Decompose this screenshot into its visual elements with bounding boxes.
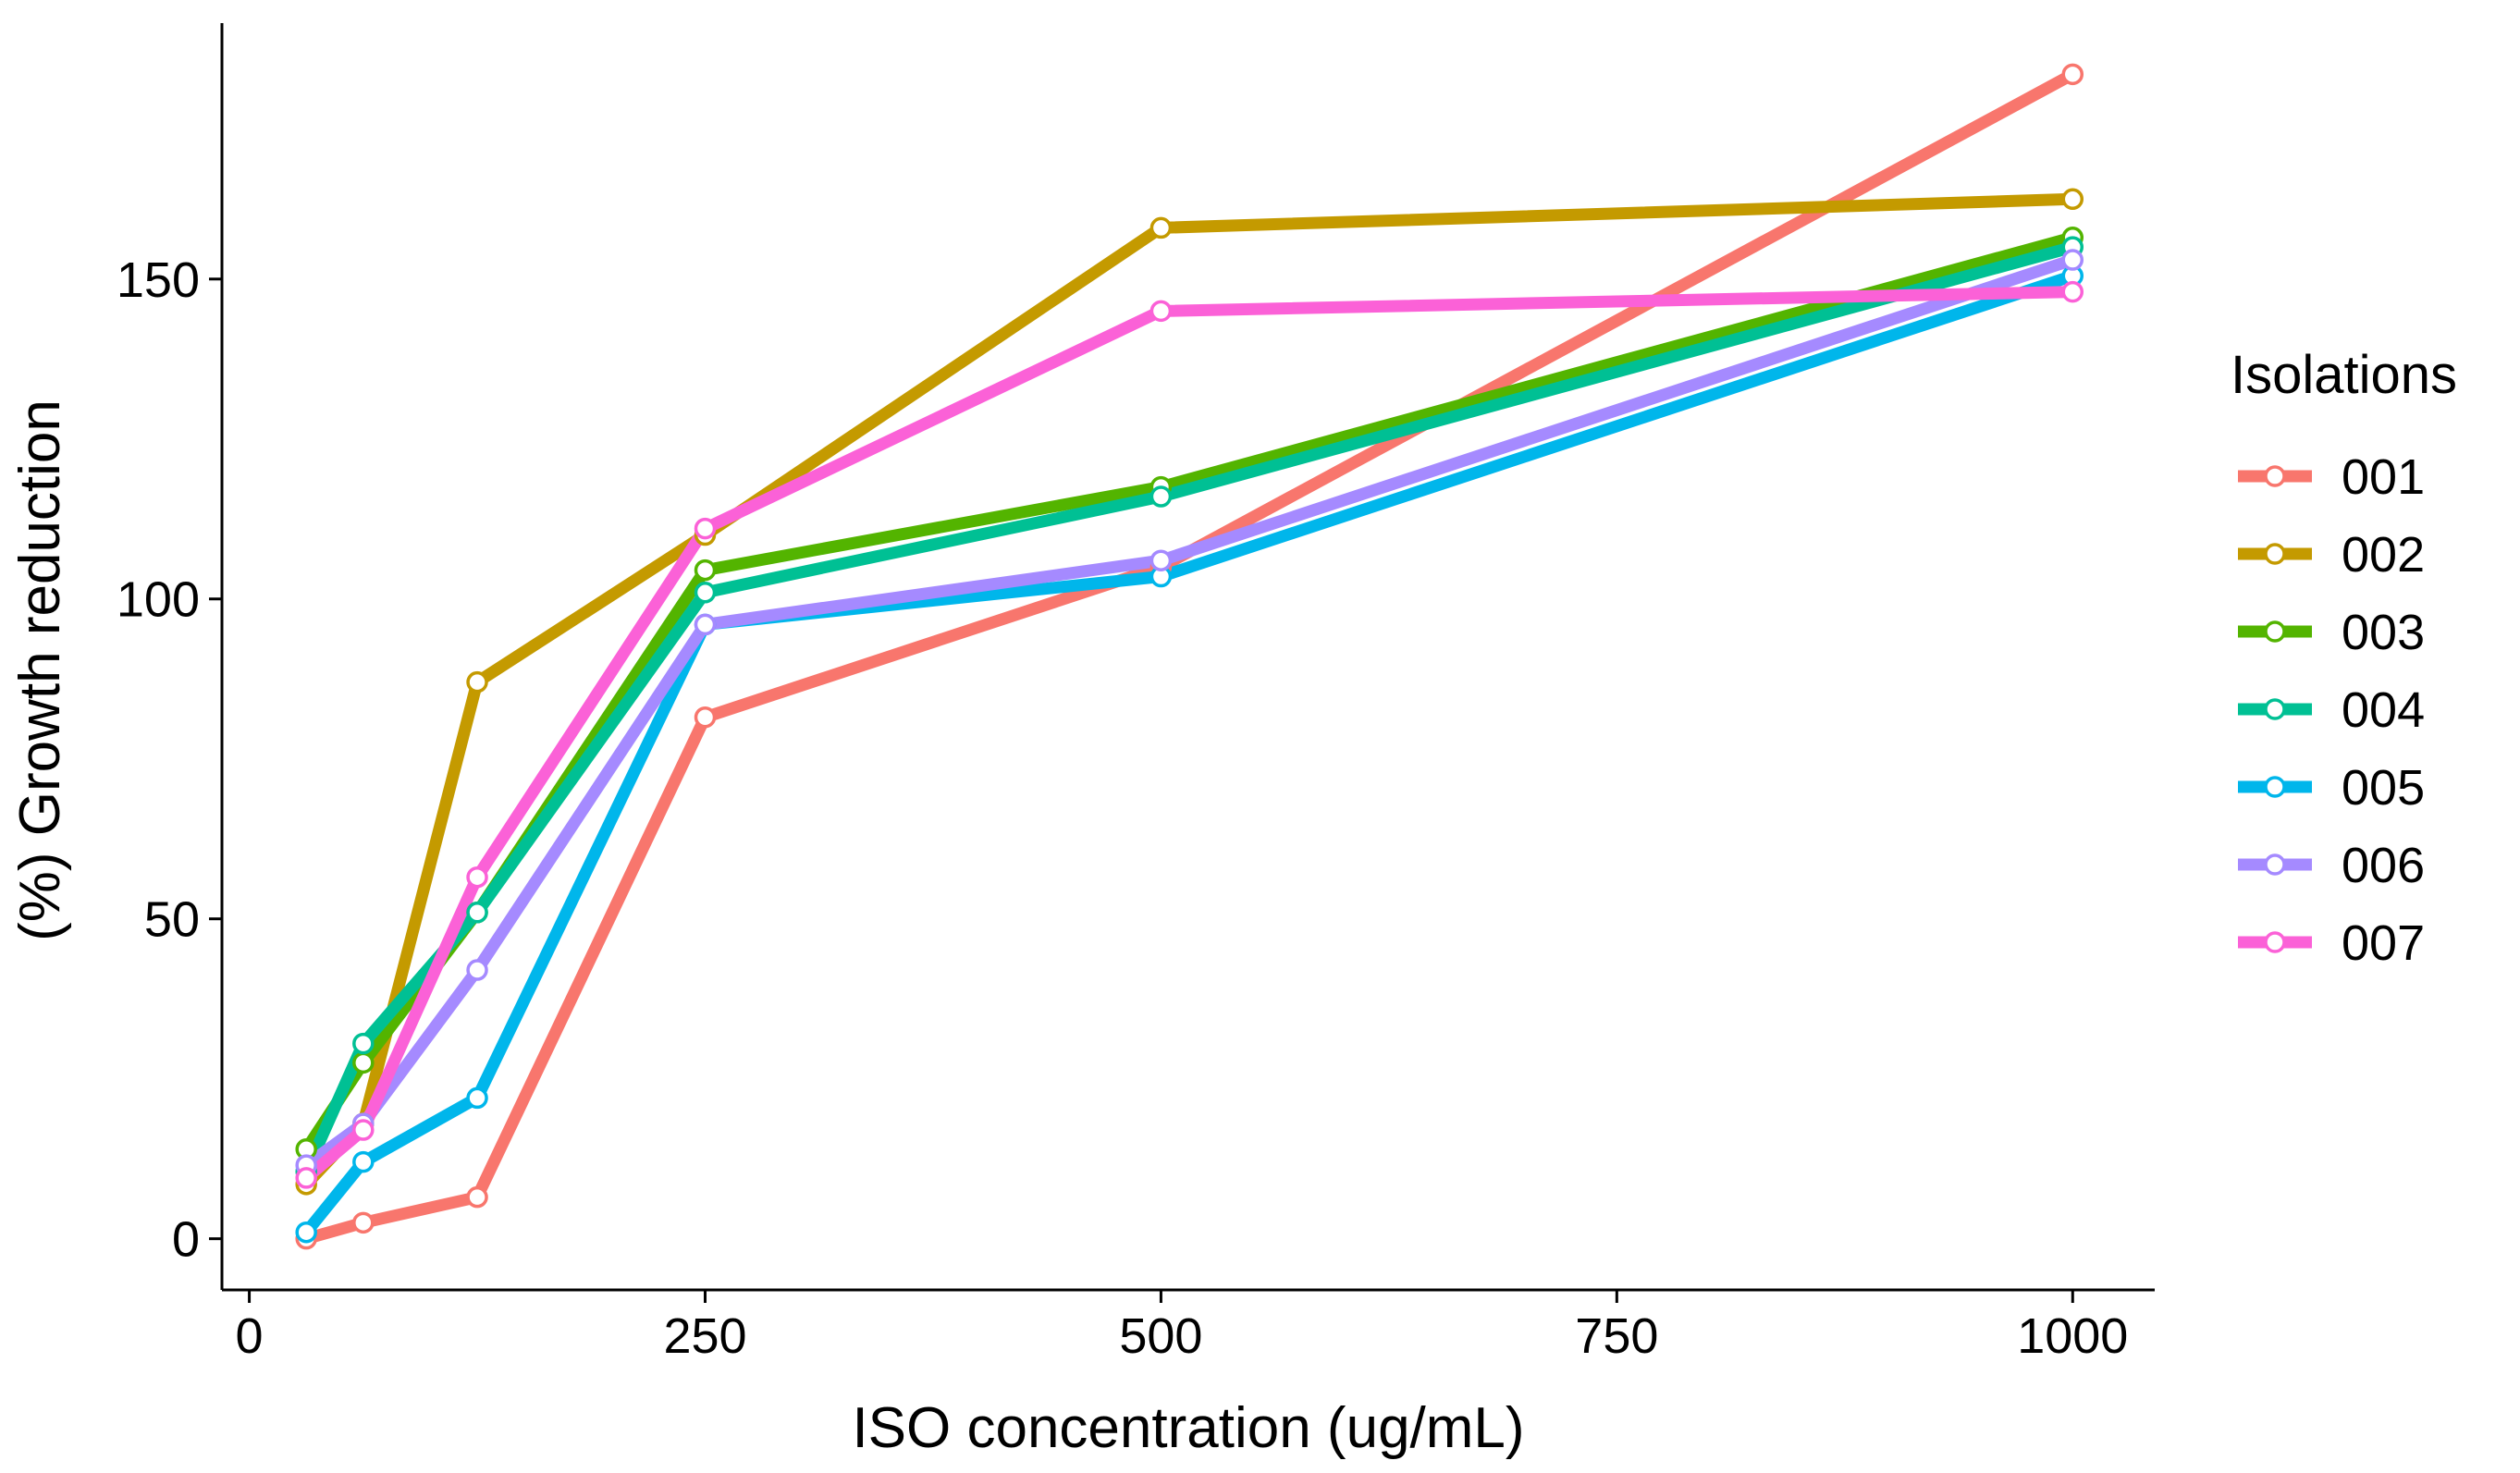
data-point-004 xyxy=(694,582,717,604)
legend-key-point xyxy=(2264,931,2286,953)
series-line-001 xyxy=(300,68,2079,1246)
data-point-006 xyxy=(694,613,717,636)
legend-label: 006 xyxy=(2342,838,2425,893)
data-point-001 xyxy=(466,1185,488,1209)
y-tick-label: 0 xyxy=(172,1212,200,1268)
data-point-006 xyxy=(2061,249,2084,271)
data-point-001 xyxy=(694,706,717,729)
x-tick-label: 0 xyxy=(236,1308,264,1364)
legend-item-001: 001 xyxy=(2238,449,2425,505)
x-ticks: 0 250 500 750 1000 xyxy=(236,1290,2128,1364)
y-tick-label: 50 xyxy=(144,892,200,948)
legend-key-point xyxy=(2264,853,2286,876)
x-tick-label: 500 xyxy=(1119,1308,1202,1364)
y-ticks: 0 50 100 150 xyxy=(117,252,222,1268)
data-point-007 xyxy=(352,1119,375,1141)
legend-label: 002 xyxy=(2342,527,2425,583)
legend-item-007: 007 xyxy=(2238,915,2425,971)
data-point-002 xyxy=(1149,216,1173,239)
data-point-005 xyxy=(466,1086,488,1110)
y-tick-label: 100 xyxy=(117,572,200,628)
legend-label: 007 xyxy=(2342,915,2425,971)
legend-key-point xyxy=(2264,620,2286,643)
legend-key-point xyxy=(2264,776,2286,798)
axes xyxy=(220,23,2155,1292)
legend-label: 005 xyxy=(2342,760,2425,816)
data-point-007 xyxy=(295,1167,317,1189)
data-point-007 xyxy=(694,517,717,540)
legend-item-002: 002 xyxy=(2238,527,2425,583)
data-point-007 xyxy=(1149,300,1173,323)
legend-item-004: 004 xyxy=(2238,682,2425,738)
series-line-007 xyxy=(300,286,2079,1185)
legend-key-point xyxy=(2264,543,2286,565)
data-point-003 xyxy=(352,1051,375,1074)
y-axis-title: (%) Growth reduction xyxy=(8,399,72,941)
data-point-002 xyxy=(2061,188,2084,211)
data-point-007 xyxy=(2061,280,2084,303)
y-tick-label: 150 xyxy=(117,252,200,308)
legend-key-point xyxy=(2264,465,2286,487)
series-points xyxy=(295,63,2084,1250)
legend-items: 001 002 003 004 005 006 007 xyxy=(2238,449,2425,971)
legend: Isolations 001 002 003 004 005 006 007 xyxy=(2231,345,2457,971)
series-line-006 xyxy=(300,253,2079,1172)
series-line-005 xyxy=(300,269,2079,1239)
legend-item-003: 003 xyxy=(2238,605,2425,660)
legend-label: 004 xyxy=(2342,682,2425,738)
x-tick-label: 250 xyxy=(663,1308,746,1364)
data-point-003 xyxy=(694,559,717,582)
series-line-004 xyxy=(300,240,2079,1178)
x-tick-label: 1000 xyxy=(2017,1308,2128,1364)
data-point-005 xyxy=(295,1221,317,1244)
data-point-004 xyxy=(352,1032,375,1055)
x-axis-title: ISO concentration (ug/mL) xyxy=(852,1396,1524,1460)
legend-label: 003 xyxy=(2342,605,2425,660)
data-point-006 xyxy=(466,959,488,981)
data-point-004 xyxy=(1149,485,1173,508)
data-point-005 xyxy=(352,1150,375,1173)
data-point-007 xyxy=(466,865,488,889)
data-point-006 xyxy=(1149,549,1173,571)
data-point-001 xyxy=(2061,63,2084,86)
data-point-002 xyxy=(466,670,488,694)
legend-title: Isolations xyxy=(2231,345,2457,405)
legend-item-005: 005 xyxy=(2238,760,2425,816)
legend-label: 001 xyxy=(2342,449,2425,505)
x-tick-label: 750 xyxy=(1575,1308,1658,1364)
data-point-001 xyxy=(352,1211,375,1234)
series-lines xyxy=(300,68,2079,1246)
legend-item-006: 006 xyxy=(2238,838,2425,893)
data-point-004 xyxy=(466,902,488,924)
legend-key-point xyxy=(2264,698,2286,720)
